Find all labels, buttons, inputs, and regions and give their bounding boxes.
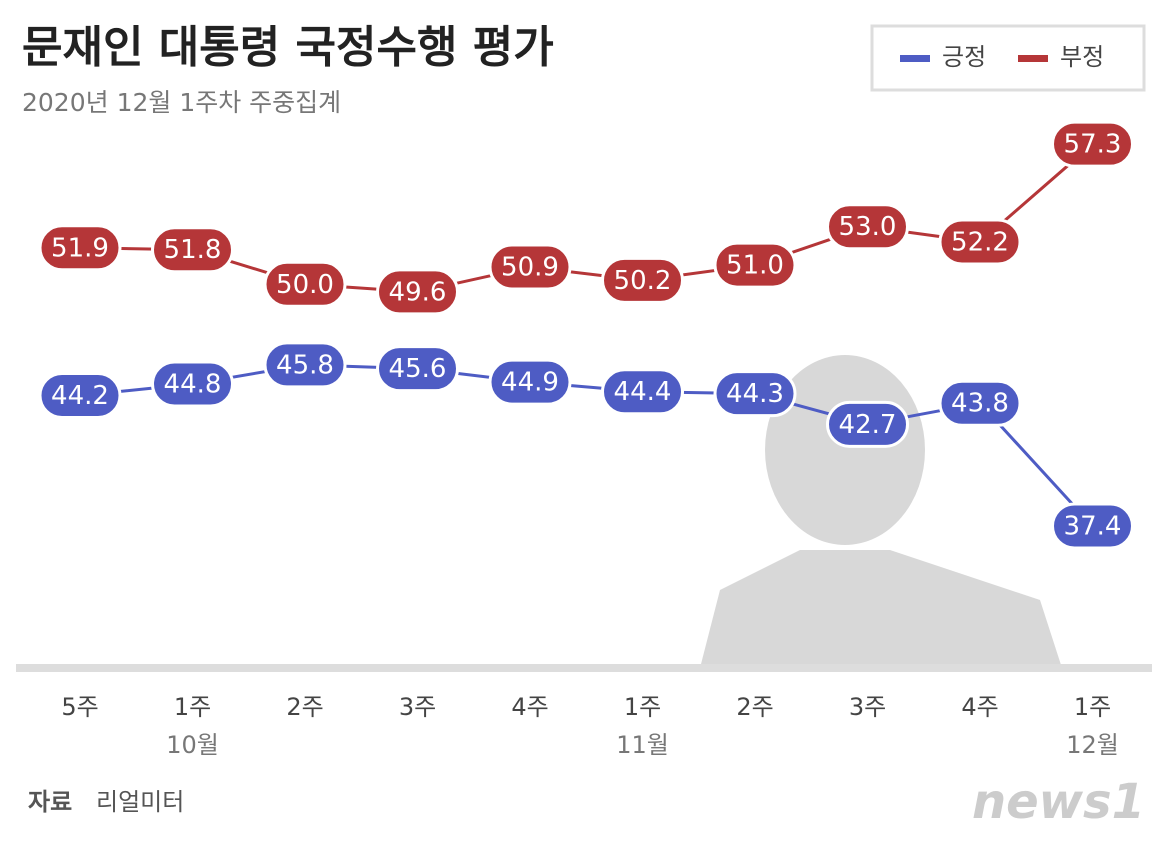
value-pill bbox=[601, 256, 684, 304]
series-line bbox=[79, 143, 1094, 294]
value-pill bbox=[38, 372, 122, 420]
value-pill bbox=[263, 260, 347, 308]
value-pill bbox=[38, 224, 122, 272]
value-pill bbox=[713, 370, 797, 418]
value-pill bbox=[1051, 120, 1134, 168]
value-pill bbox=[151, 360, 234, 408]
x-tick-label: 1주 bbox=[174, 693, 211, 721]
x-tick-label: 1주 bbox=[1074, 693, 1111, 721]
value-label: 42.7 bbox=[839, 410, 897, 440]
value-label: 37.4 bbox=[1064, 512, 1122, 542]
value-label: 45.6 bbox=[389, 354, 447, 384]
x-tick-label: 1주 bbox=[624, 693, 661, 721]
legend-swatch bbox=[900, 55, 930, 62]
x-tick-label: 2주 bbox=[286, 693, 323, 721]
chart-title: 문재인 대통령 국정수행 평가 bbox=[22, 22, 554, 73]
value-label: 51.9 bbox=[51, 233, 109, 263]
value-pill bbox=[826, 400, 909, 448]
value-label: 52.2 bbox=[951, 228, 1009, 258]
value-pill bbox=[376, 345, 459, 393]
x-tick-label: 2주 bbox=[736, 693, 773, 721]
value-label: 51.8 bbox=[164, 235, 222, 265]
value-pill bbox=[713, 241, 797, 289]
value-pill bbox=[826, 203, 909, 251]
value-label: 43.8 bbox=[951, 389, 1009, 419]
value-pill bbox=[488, 358, 572, 406]
month-label: 11월 bbox=[616, 731, 669, 759]
value-label: 45.8 bbox=[276, 350, 334, 380]
value-pill bbox=[1051, 502, 1134, 550]
value-pill bbox=[938, 218, 1022, 266]
chart-subtitle: 2020년 12월 1주차 주중집계 bbox=[22, 88, 341, 117]
value-label: 50.2 bbox=[614, 266, 672, 296]
month-label: 12월 bbox=[1066, 731, 1119, 759]
legend-label: 부정 bbox=[1060, 43, 1104, 71]
value-pill bbox=[263, 341, 347, 389]
value-label: 53.0 bbox=[839, 212, 897, 242]
x-tick-label: 3주 bbox=[399, 693, 436, 721]
value-label: 44.2 bbox=[51, 381, 109, 411]
value-label: 57.3 bbox=[1064, 130, 1122, 160]
value-pill bbox=[151, 226, 234, 274]
baseline bbox=[16, 664, 1152, 672]
legend-swatch bbox=[1018, 55, 1048, 62]
value-label: 44.3 bbox=[726, 379, 784, 409]
legend-label: 긍정 bbox=[942, 43, 986, 71]
series-line bbox=[79, 363, 1094, 528]
value-pill bbox=[601, 368, 684, 416]
source-label: 자료 bbox=[28, 788, 72, 816]
x-tick-label: 4주 bbox=[961, 693, 998, 721]
value-label: 44.9 bbox=[501, 368, 559, 398]
value-label: 49.6 bbox=[389, 277, 447, 307]
value-label: 51.0 bbox=[726, 251, 784, 281]
logo: news1 bbox=[972, 774, 1145, 830]
value-label: 50.0 bbox=[276, 270, 334, 300]
x-tick-label: 3주 bbox=[849, 693, 886, 721]
value-label: 50.9 bbox=[501, 252, 559, 282]
value-pill bbox=[376, 268, 459, 316]
value-pill bbox=[488, 243, 572, 291]
x-tick-label: 4주 bbox=[511, 693, 548, 721]
month-label: 10월 bbox=[166, 731, 219, 759]
value-label: 44.8 bbox=[164, 370, 222, 400]
value-label: 44.4 bbox=[614, 377, 672, 407]
value-pill bbox=[938, 379, 1022, 427]
x-tick-label: 5주 bbox=[61, 693, 98, 721]
source: 리얼미터 bbox=[96, 788, 184, 816]
